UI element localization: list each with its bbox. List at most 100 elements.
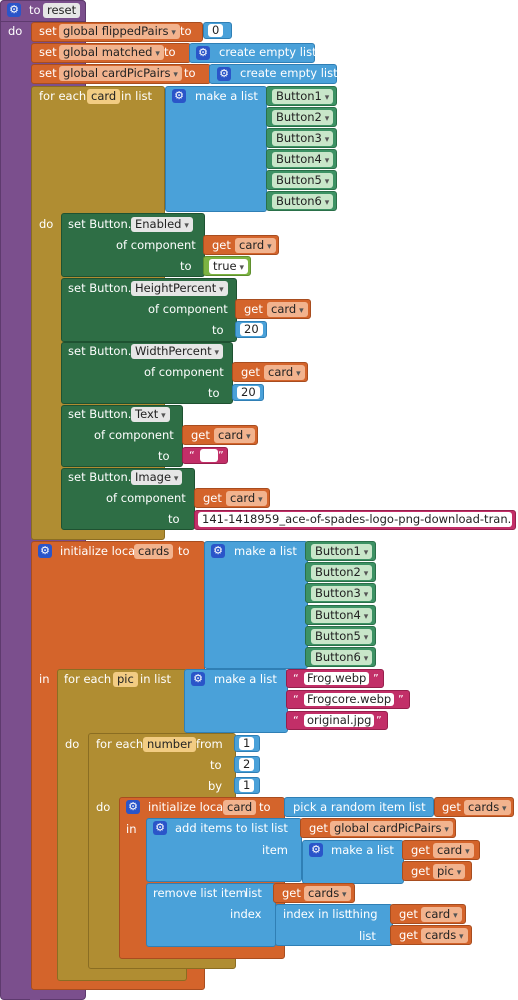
property-dropdown-width[interactable]: WidthPercent: [131, 344, 224, 359]
procedure-gear-icon[interactable]: ⚙: [7, 3, 21, 17]
text-block-original[interactable]: “ original.jpg ”: [286, 711, 388, 730]
from-label: from: [196, 737, 223, 751]
get-var-dropdown[interactable]: card: [267, 302, 308, 317]
get-var-dropdown[interactable]: cards: [304, 886, 351, 901]
number-block-height[interactable]: 20: [235, 321, 267, 338]
get-var-dropdown[interactable]: card: [226, 491, 267, 506]
do-label: do: [96, 800, 111, 814]
var-dropdown-flipped-pairs[interactable]: global flippedPairs: [59, 24, 180, 39]
get-var-dropdown[interactable]: global cardPicPairs: [330, 821, 453, 836]
create-empty-list-block[interactable]: [209, 64, 337, 84]
number-value[interactable]: 1: [239, 779, 255, 792]
set-to-label: to: [180, 24, 192, 38]
loop-var-number[interactable]: number: [143, 737, 196, 752]
gear-icon[interactable]: ⚙: [309, 843, 323, 857]
text-block-frog[interactable]: “ Frog.webp ”: [286, 669, 384, 688]
procedure-bottom-notch: [30, 988, 40, 1000]
var-dropdown-matched[interactable]: global matched: [59, 45, 164, 60]
component-dropdown[interactable]: Button1: [311, 544, 373, 559]
make-a-list-block[interactable]: [165, 86, 267, 212]
procedure-do-label: do: [8, 24, 23, 38]
text-block-frogcore[interactable]: “ Frogcore.webp ”: [286, 690, 410, 709]
to-label: to: [212, 323, 224, 337]
text-value[interactable]: original.jpg: [304, 714, 375, 727]
get-label: get: [282, 886, 301, 900]
index-label: index: [230, 907, 262, 921]
gear-icon[interactable]: ⚙: [153, 821, 167, 835]
number-value[interactable]: 20: [240, 323, 263, 336]
component-dropdown[interactable]: Button4: [272, 152, 334, 167]
gear-icon[interactable]: ⚙: [217, 67, 231, 81]
pick-random-item-block[interactable]: [284, 797, 434, 817]
add-items-to-list-block[interactable]: [146, 818, 302, 882]
boolean-dropdown[interactable]: true: [209, 259, 248, 274]
procedure-name[interactable]: reset: [43, 3, 81, 18]
number-block-0[interactable]: 0: [203, 22, 232, 39]
component-dropdown[interactable]: Button3: [272, 131, 334, 146]
component-dropdown[interactable]: Button2: [272, 110, 334, 125]
get-var-dropdown[interactable]: card: [235, 238, 276, 253]
property-dropdown-enabled[interactable]: Enabled: [131, 217, 193, 232]
get-var-dropdown[interactable]: card: [433, 843, 474, 858]
get-var-dropdown[interactable]: pic: [433, 864, 466, 879]
remove-list-item-block[interactable]: [146, 883, 276, 947]
gear-icon[interactable]: ⚙: [196, 46, 210, 60]
number-value[interactable]: 20: [237, 386, 260, 399]
get-label: get: [309, 821, 328, 835]
get-var-dropdown[interactable]: card: [421, 907, 462, 922]
quote-icon: ”: [373, 672, 379, 685]
property-dropdown-height[interactable]: HeightPercent: [131, 281, 228, 296]
initialize-local-label: initialize local: [60, 544, 139, 558]
component-dropdown[interactable]: Button2: [311, 565, 373, 580]
component-dropdown[interactable]: Button4: [311, 608, 373, 623]
component-dropdown[interactable]: Button1: [272, 89, 334, 104]
get-label: get: [203, 491, 222, 505]
text-value[interactable]: Frogcore.webp: [304, 693, 395, 706]
get-var-dropdown[interactable]: cards: [464, 800, 511, 815]
local-var-cards[interactable]: cards: [134, 544, 174, 559]
get-label: get: [244, 302, 263, 316]
create-empty-list-block[interactable]: [189, 43, 315, 63]
empty-text-value[interactable]: [200, 449, 218, 462]
get-var-dropdown[interactable]: card: [264, 365, 305, 380]
get-var-dropdown[interactable]: card: [214, 428, 255, 443]
text-value[interactable]: Frog.webp: [304, 672, 370, 685]
make-a-list-label: make a list: [234, 544, 297, 558]
index-in-list-block[interactable]: [275, 904, 393, 946]
in-list-label: in list: [140, 672, 172, 686]
number-block-by[interactable]: 1: [234, 777, 260, 794]
to-label: to: [178, 544, 190, 558]
number-block-from[interactable]: 1: [234, 735, 260, 752]
number-block-width[interactable]: 20: [232, 384, 264, 401]
make-a-list-block[interactable]: [204, 541, 308, 669]
component-dropdown[interactable]: Button6: [272, 194, 334, 209]
component-dropdown[interactable]: Button5: [311, 629, 373, 644]
in-list-label: in list: [121, 89, 153, 103]
image-asset-dropdown[interactable]: 141-1418959_ace-of-spades-logo-png-downl…: [198, 512, 512, 527]
gear-icon[interactable]: ⚙: [126, 800, 140, 814]
gear-icon[interactable]: ⚙: [38, 544, 52, 558]
get-var-dropdown[interactable]: cards: [421, 928, 468, 943]
property-dropdown-image[interactable]: Image: [131, 470, 183, 485]
loop-var-card[interactable]: card: [87, 89, 121, 104]
number-value[interactable]: 2: [239, 758, 255, 771]
get-label: get: [442, 800, 461, 814]
local-var-card[interactable]: card: [223, 800, 257, 815]
component-dropdown[interactable]: Button5: [272, 173, 334, 188]
gear-icon[interactable]: ⚙: [191, 672, 205, 686]
gear-icon[interactable]: ⚙: [172, 89, 186, 103]
property-dropdown-text[interactable]: Text: [131, 407, 170, 422]
number-value[interactable]: 0: [208, 24, 224, 37]
gear-icon[interactable]: ⚙: [211, 544, 225, 558]
component-dropdown[interactable]: Button6: [311, 650, 373, 665]
list-label: list: [245, 886, 262, 900]
empty-text-block[interactable]: “ ”: [182, 447, 228, 464]
index-in-list-label: index in list: [283, 907, 350, 921]
component-dropdown[interactable]: Button3: [311, 586, 373, 601]
var-dropdown-card-pic-pairs[interactable]: global cardPicPairs: [59, 66, 182, 81]
loop-var-pic[interactable]: pic: [113, 672, 138, 687]
set-button-label: set Button.: [68, 344, 132, 358]
pick-random-item-label: pick a random item list: [293, 800, 426, 814]
number-block-to[interactable]: 2: [234, 756, 260, 773]
number-value[interactable]: 1: [239, 737, 255, 750]
